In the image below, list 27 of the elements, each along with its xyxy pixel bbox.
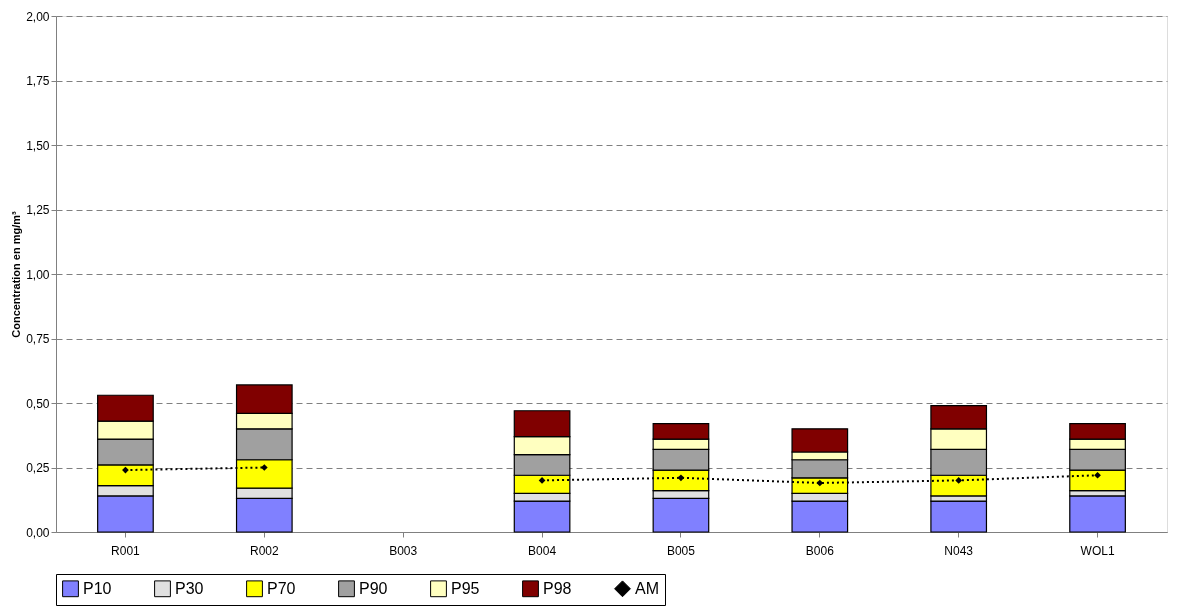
bar — [930, 500, 988, 533]
x-tick-label: N043 — [944, 543, 974, 558]
y-tick-label: 1,75 — [26, 74, 50, 88]
x-tick-label: R002 — [249, 543, 279, 558]
y-tick-label: 0,75 — [26, 332, 50, 346]
legend-label: P30 — [175, 579, 204, 597]
y-tick-label: 0,00 — [26, 525, 50, 540]
legend-label: P90 — [359, 579, 388, 597]
legend-label: P95 — [451, 579, 480, 597]
x-tick-label: R001 — [111, 543, 141, 558]
y-axis-title: Concentration en mg/m³ — [10, 210, 23, 338]
y-tick-label: 1,25 — [26, 203, 50, 217]
y-tick-label: 2,00 — [26, 9, 50, 24]
x-tick-label: B005 — [666, 543, 696, 558]
y-tick-label: 1,00 — [26, 267, 50, 282]
x-tick-label: B004 — [528, 543, 557, 558]
y-tick-label: 0,25 — [26, 461, 50, 475]
bar — [1069, 495, 1126, 533]
legend-label: AM — [635, 579, 659, 597]
legend-label: P70 — [267, 579, 296, 597]
legend-label: P10 — [83, 579, 112, 597]
x-tick-label: B006 — [805, 543, 835, 558]
x-tick-label: WOL1 — [1080, 543, 1115, 558]
legend-label: P98 — [543, 579, 572, 597]
y-tick-label: 1,50 — [26, 138, 50, 153]
x-tick-label: B003 — [389, 543, 418, 558]
y-tick-label: 0,50 — [26, 396, 50, 411]
